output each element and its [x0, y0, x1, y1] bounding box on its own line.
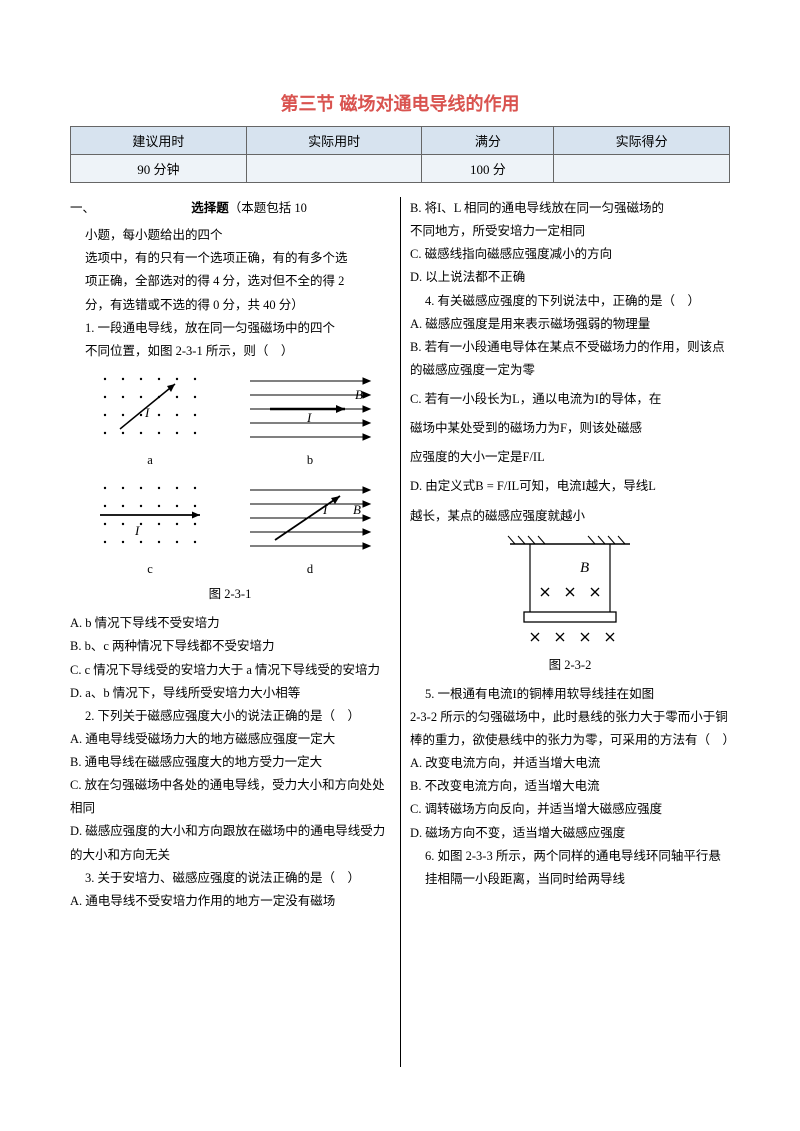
section1-label: 一、 [70, 201, 95, 215]
q2-optC: C. 放在匀强磁场中各处的通电导线，受力大小和方向处处相同 [70, 774, 390, 820]
q4-optC3: 应强度的大小一定是F/IL [410, 446, 730, 469]
q2-stem: 2. 下列关于磁感应强度大小的说法正确的是（ ） [70, 705, 390, 728]
content-columns: 一、 选择题（本题包括 10 小题，每小题给出的四个 选项中，有的只有一个选项正… [70, 197, 730, 1067]
fig231-caption: 图 2-3-1 [70, 583, 390, 606]
fig231-row2: I c I B d [70, 478, 390, 581]
fig-b-icon: B I [245, 369, 375, 449]
fig-d-label: d [238, 558, 382, 581]
info-table: 建议用时 实际用时 满分 实际得分 90 分钟 100 分 [70, 126, 730, 183]
section1-head: 一、 选择题（本题包括 10 [70, 197, 390, 220]
q4-optB: B. 若有一小段通电导体在某点不受磁场力的作用，则该点的磁感应强度一定为零 [410, 336, 730, 382]
fig-d-I: I [322, 502, 328, 517]
th-suggested: 建议用时 [71, 127, 247, 155]
section1-heading-tail: （本题包括 10 [229, 201, 307, 215]
section1-line3: 分，有选错或不选的得 0 分，共 40 分） [70, 294, 390, 317]
q1-stem2: 不同位置，如图 2-3-1 所示，则（ ） [70, 340, 390, 363]
fig231-row1: I a B I b [70, 369, 390, 472]
fig-a-label: a [78, 449, 222, 472]
fig-b-I: I [306, 410, 312, 425]
td-suggested: 90 分钟 [71, 155, 247, 183]
q1-stem1: 1. 一段通电导线，放在同一匀强磁场中的四个 [70, 317, 390, 340]
q1-optA: A. b 情况下导线不受安培力 [70, 612, 390, 635]
q4-stem: 4. 有关磁感应强度的下列说法中，正确的是（ ） [410, 290, 730, 313]
fig232-B: B [580, 560, 589, 576]
td-actual-score [554, 155, 730, 183]
fig232-caption: 图 2-3-2 [410, 654, 730, 677]
q2-optB: B. 通电导线在磁感应强度大的地方受力一定大 [70, 751, 390, 774]
q4-optC2: 磁场中某处受到的磁场力为F，则该处磁感 [410, 417, 730, 440]
q3-optA: A. 通电导线不受安培力作用的地方一定没有磁场 [70, 890, 390, 913]
section1-heading: 选择题 [191, 201, 229, 215]
q5-optC: C. 调转磁场方向反向，并适当增大磁感应强度 [410, 798, 730, 821]
fig-d-B: B [353, 502, 361, 517]
fig-a-I: I [144, 405, 150, 420]
fig-a-icon: I [90, 369, 210, 449]
q1-optC: C. c 情况下导线受的安培力大于 a 情况下导线受的安培力 [70, 659, 390, 682]
page-title: 第三节 磁场对通电导线的作用 [70, 90, 730, 116]
q1-optB: B. b、c 两种情况下导线都不受安培力 [70, 635, 390, 658]
q4-optC1: C. 若有一小段长为L，通以电流为I的导体，在 [410, 388, 730, 411]
fig-b-label: b [238, 449, 382, 472]
q5-optB: B. 不改变电流方向，适当增大电流 [410, 775, 730, 798]
td-full-score: 100 分 [422, 155, 554, 183]
section1-line1: 选项中，有的只有一个选项正确，有的有多个选 [70, 247, 390, 270]
q5-stem1: 5. 一根通有电流I的铜棒用软导线挂在如图 [410, 683, 730, 706]
q2-optA: A. 通电导线受磁场力大的地方磁感应强度一定大 [70, 728, 390, 751]
q5-optA: A. 改变电流方向，并适当增大电流 [410, 752, 730, 775]
q4-optA: A. 磁感应强度是用来表示磁场强弱的物理量 [410, 313, 730, 336]
section1-line0: 小题，每小题给出的四个 [70, 224, 390, 247]
q4-optD2: 越长，某点的磁感应强度就越小 [410, 505, 730, 528]
q6-stem: 6. 如图 2-3-3 所示，两个同样的通电导线环同轴平行悬挂相隔一小段距离，当… [410, 845, 730, 891]
q3-optC: C. 磁感线指向磁感应强度减小的方向 [410, 243, 730, 266]
q2-optD: D. 磁感应强度的大小和方向跟放在磁场中的通电导线受力的大小和方向无关 [70, 820, 390, 866]
q3-stem: 3. 关于安培力、磁感应强度的说法正确的是（ ） [70, 867, 390, 890]
fig-c-I: I [134, 523, 140, 538]
q4-optD1: D. 由定义式B = F/IL可知，电流I越大，导线L [410, 475, 730, 498]
th-full-score: 满分 [422, 127, 554, 155]
fig-b-B: B [355, 387, 363, 402]
q5-optD: D. 磁场方向不变，适当增大磁感应强度 [410, 822, 730, 845]
fig232-wrap: B 图 2-3-2 [410, 532, 730, 677]
td-actual-time [246, 155, 422, 183]
fig232-icon: B [490, 532, 650, 652]
q3-optB2: 不同地方，所受安培力一定相同 [410, 220, 730, 243]
q3-optB: B. 将I、L 相同的通电导线放在同一匀强磁场的 [410, 197, 730, 220]
fig-d-icon: I B [245, 478, 375, 558]
q5-stem2: 2-3-2 所示的匀强磁场中，此时悬线的张力大于零而小于铜棒的重力，欲使悬线中的… [410, 706, 730, 752]
fig-c-label: c [78, 558, 222, 581]
section1-line2: 项正确，全部选对的得 4 分，选对但不全的得 2 [70, 270, 390, 293]
q1-optD: D. a、b 情况下，导线所受安培力大小相等 [70, 682, 390, 705]
th-actual-score: 实际得分 [554, 127, 730, 155]
q3-optD: D. 以上说法都不正确 [410, 266, 730, 289]
th-actual-time: 实际用时 [246, 127, 422, 155]
fig-c-icon: I [90, 478, 210, 558]
